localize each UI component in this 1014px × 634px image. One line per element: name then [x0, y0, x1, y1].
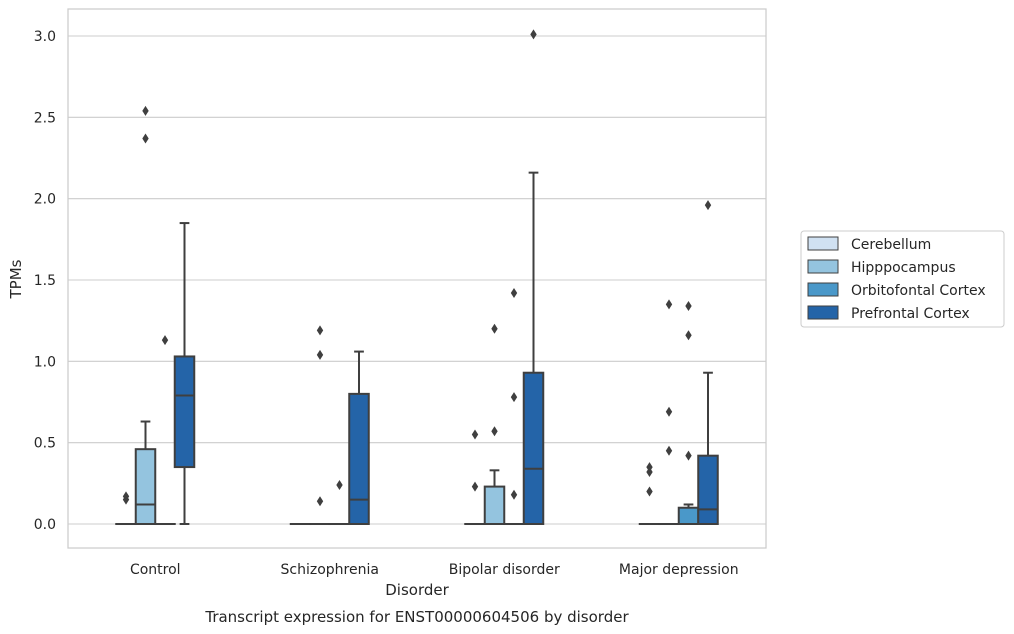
legend-label: Cerebellum	[851, 237, 931, 253]
outlier-point	[161, 335, 169, 346]
outlier-point	[471, 429, 479, 440]
box-body	[348, 392, 370, 525]
x-axis-label: Disorder	[385, 581, 449, 599]
outlier-point	[142, 133, 149, 144]
legend-label: Hipppocampus	[851, 260, 956, 276]
outlier-point	[316, 325, 324, 336]
outlier-point	[646, 486, 653, 497]
chart-caption: Transcript expression for ENST0000060450…	[204, 608, 629, 626]
legend-swatch	[807, 259, 839, 274]
box-body	[173, 355, 196, 469]
box-body	[697, 454, 719, 525]
x-tick-label: Major depression	[619, 562, 739, 578]
box-hipppocampus	[309, 325, 331, 526]
legend-swatch	[807, 236, 839, 251]
plot-background	[68, 9, 766, 548]
box-body	[483, 485, 506, 526]
box-body	[134, 448, 157, 526]
legend-frame	[800, 230, 1005, 328]
outlier-point	[704, 200, 712, 211]
outlier-point	[316, 496, 324, 507]
box-prefrontal-cortex	[522, 29, 545, 525]
outlier-point	[142, 105, 149, 116]
box-cerebellum	[464, 429, 486, 526]
x-tick-labels: Control Schizophrenia Bipolar disorder Majo…	[130, 562, 739, 578]
outlier-point	[336, 479, 343, 490]
box-orbitofontal-cortex	[154, 335, 176, 526]
legend: Cerebellum Hipppocampus Orbitofontal Corte…	[800, 230, 1005, 328]
y-axis-label: TPMs	[7, 259, 25, 299]
box-hipppocampus	[134, 105, 157, 526]
box-prefrontal-cortex	[173, 222, 196, 525]
y-tick-label: 2.5	[34, 110, 56, 126]
outlier-point	[510, 489, 518, 500]
legend-label: Prefrontal Cortex	[851, 306, 970, 322]
outlier-point	[685, 450, 692, 461]
legend-swatch	[807, 282, 839, 297]
y-tick-label: 0.0	[34, 517, 56, 533]
box-prefrontal-cortex	[348, 350, 370, 525]
x-tick-label: Control	[130, 562, 181, 578]
outlier-point	[685, 330, 692, 341]
outlier-point	[665, 445, 673, 456]
outlier-point	[491, 323, 498, 334]
box-prefrontal-cortex	[697, 200, 719, 525]
y-tick-label: 2.0	[34, 192, 56, 208]
y-tick-label: 1.0	[34, 354, 56, 370]
y-tick-label: 1.5	[34, 273, 56, 289]
y-tick-label: 0.5	[34, 436, 56, 452]
legend-label: Orbitofontal Cortex	[851, 283, 986, 299]
outlier-point	[316, 349, 324, 360]
boxes-layer	[115, 29, 719, 526]
x-tick-label: Bipolar disorder	[449, 562, 560, 578]
box-orbitofontal-cortex	[677, 301, 700, 526]
x-tick-label: Schizophrenia	[281, 562, 379, 578]
outlier-point	[122, 491, 130, 502]
plot-frame	[67, 8, 767, 549]
outlier-point	[530, 29, 537, 40]
outlier-point	[685, 301, 692, 312]
y-tick-labels: 0.0 0.5 1.0 1.5 2.0 2.5 3.0	[34, 29, 56, 533]
y-tick-label: 3.0	[34, 29, 56, 45]
box-hipppocampus	[483, 323, 506, 526]
outlier-point	[510, 392, 518, 403]
box-body	[677, 506, 700, 526]
box-hipppocampus	[658, 299, 680, 526]
outlier-point	[665, 406, 673, 417]
legend-swatch	[807, 305, 839, 320]
outlier-point	[510, 288, 518, 299]
outlier-point	[471, 481, 479, 492]
outlier-point	[646, 462, 653, 473]
outlier-point	[665, 299, 673, 310]
outlier-point	[491, 426, 498, 437]
box-body	[522, 371, 545, 525]
